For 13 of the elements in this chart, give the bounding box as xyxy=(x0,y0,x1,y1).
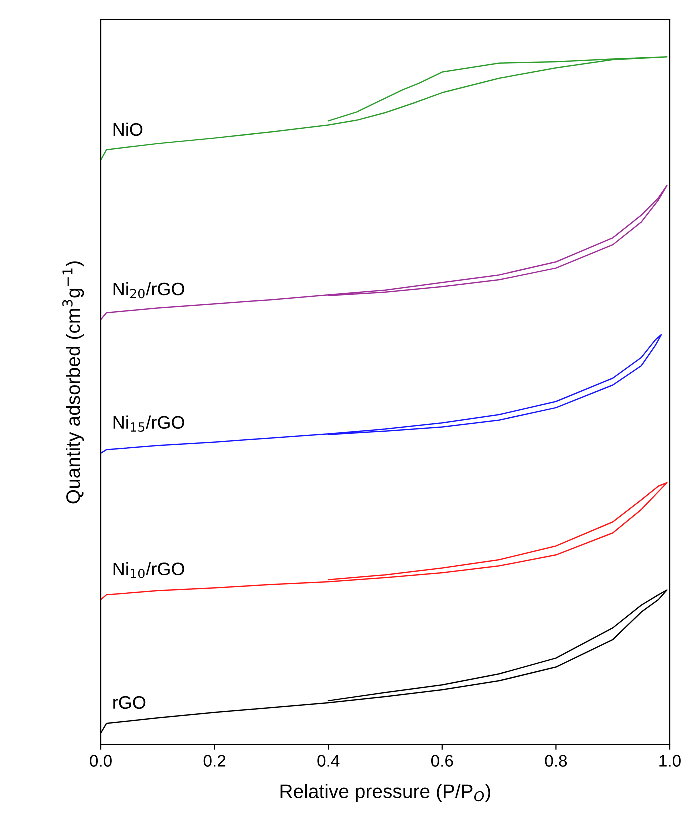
y-axis-title: Quantity adsorbed (cm$^{3}$g$^{−1}$) xyxy=(62,262,84,504)
series-label: rGO xyxy=(114,696,146,710)
series-label: Ni$_{20}$/rGO xyxy=(114,282,184,299)
x-tick-label: 0.4 xyxy=(318,755,340,767)
series-label: Ni$_{10}$/rGO xyxy=(114,562,184,579)
series-label: Ni$_{15}$/rGO xyxy=(114,416,184,432)
x-tick-label: 0.0 xyxy=(90,755,112,767)
x-tick-label: 0.8 xyxy=(545,755,568,767)
x-axis-title: Relative pressure (P/P$_{O}$) xyxy=(280,784,490,802)
series-label: NiO xyxy=(114,122,143,136)
x-tick-label: 1.0 xyxy=(660,755,681,767)
x-tick-label: 0.6 xyxy=(431,755,454,767)
x-tick-label: 0.2 xyxy=(204,755,226,767)
